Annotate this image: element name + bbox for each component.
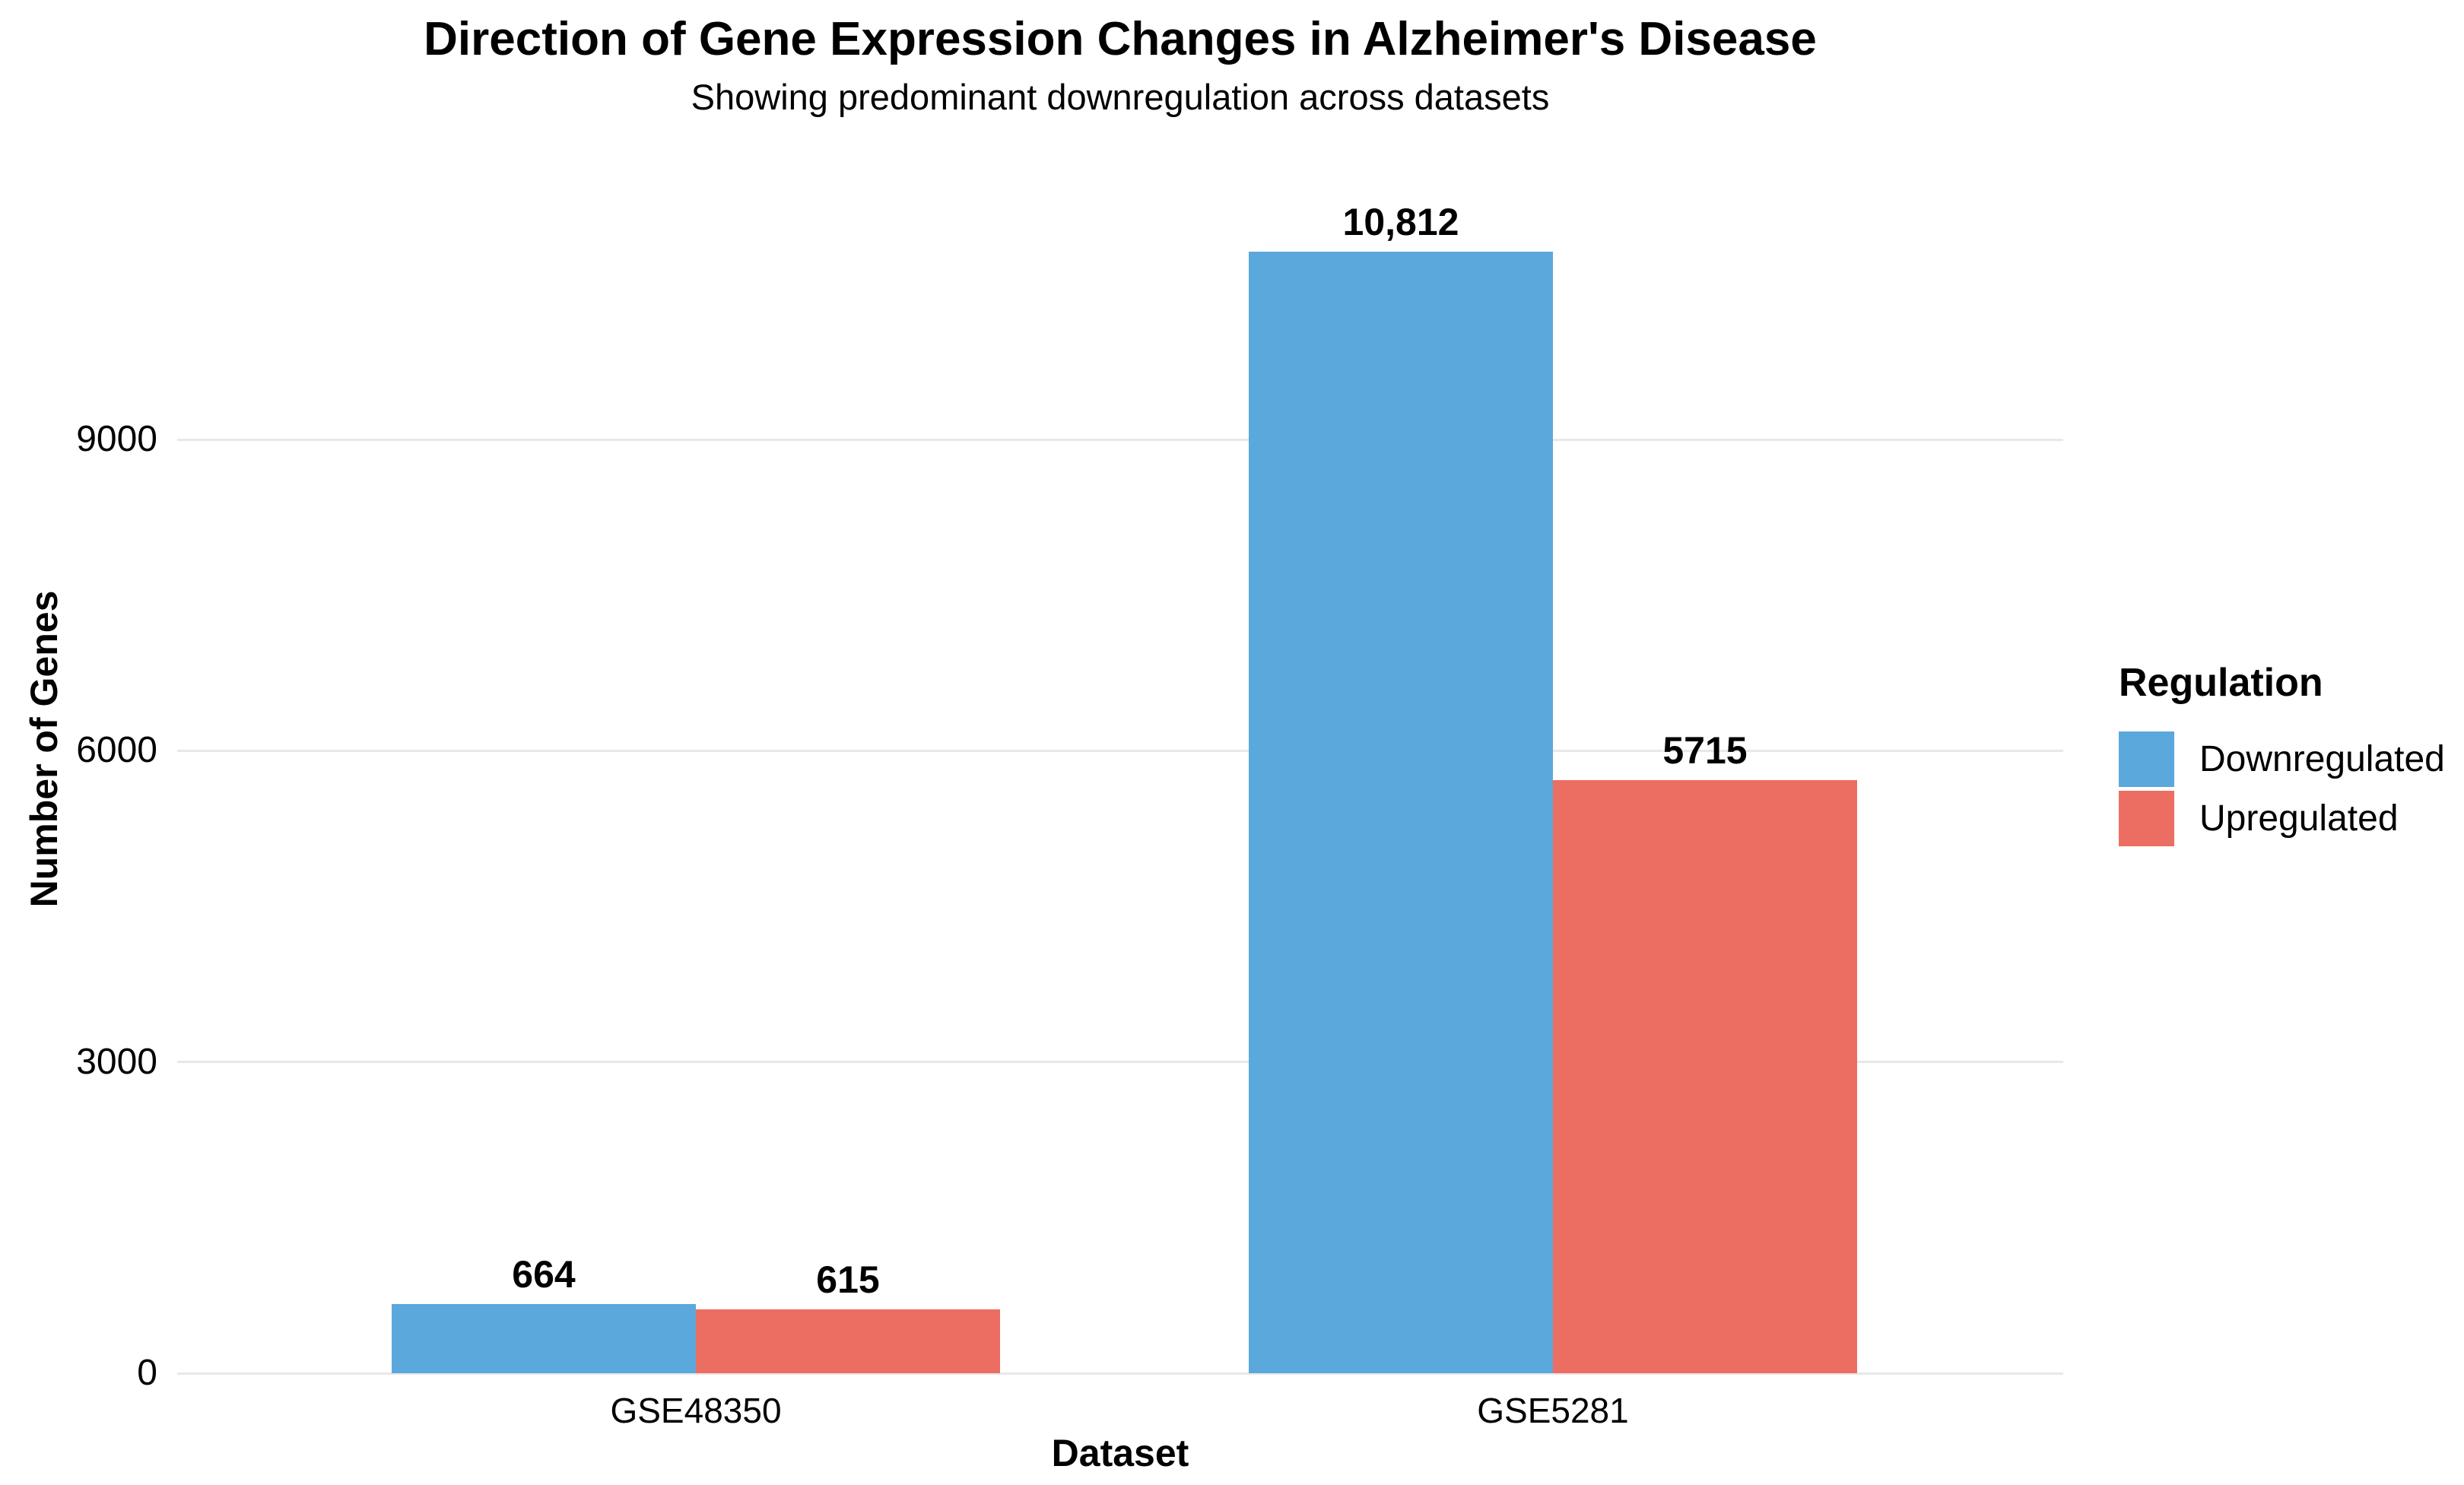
y-tick-label: 3000 xyxy=(76,1041,157,1082)
bar-gse5281-downregulated xyxy=(1249,251,1553,1373)
gridline-y6000 xyxy=(177,749,2063,752)
bar-gse5281-upregulated xyxy=(1553,780,1857,1373)
y-tick-label: 0 xyxy=(137,1353,157,1393)
gridline-y3000 xyxy=(177,1061,2063,1064)
bar-value-label: 664 xyxy=(512,1253,576,1296)
bar-gse48350-upregulated xyxy=(696,1309,1000,1373)
chart-title: Direction of Gene Expression Changes in … xyxy=(424,13,1817,65)
legend-label: Upregulated xyxy=(2199,798,2399,839)
legend-label: Downregulated xyxy=(2199,738,2445,779)
bar-value-label: 615 xyxy=(816,1258,880,1302)
legend: Regulation Downregulated Upregulated xyxy=(2119,663,2445,850)
legend-items: Downregulated Upregulated xyxy=(2119,731,2445,846)
y-tick-label: 6000 xyxy=(76,730,157,771)
bar-value-label: 10,812 xyxy=(1342,200,1459,243)
legend-title: Regulation xyxy=(2119,661,2323,705)
bar-value-label: 5715 xyxy=(1662,729,1748,773)
y-tick-label: 9000 xyxy=(76,419,157,459)
gridline-y0 xyxy=(177,1372,2063,1375)
chart-subtitle: Showing predominant downregulation acros… xyxy=(691,77,1550,117)
x-axis-title: Dataset xyxy=(1051,1432,1189,1474)
bar-gse48350-downregulated xyxy=(392,1304,696,1373)
legend-swatch-upregulated xyxy=(2119,791,2174,846)
gridline-y9000 xyxy=(177,438,2063,441)
x-tick-label: GSE48350 xyxy=(610,1391,782,1430)
legend-swatch-downregulated xyxy=(2119,731,2174,787)
legend-item-downregulated: Downregulated xyxy=(2119,731,2445,787)
legend-item-upregulated: Upregulated xyxy=(2119,791,2445,846)
x-tick-label: GSE5281 xyxy=(1477,1391,1629,1430)
